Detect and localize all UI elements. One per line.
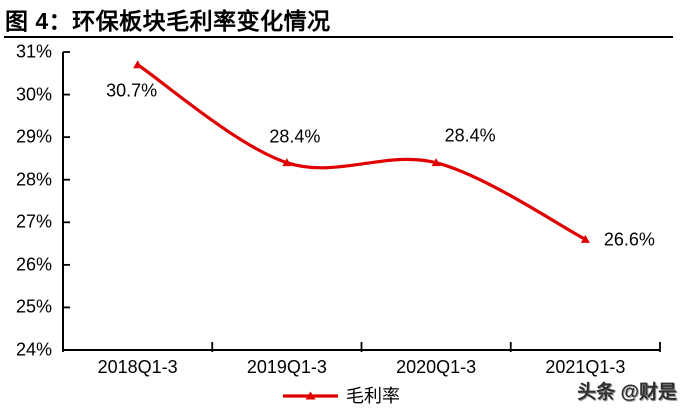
data-label: 26.6%: [603, 229, 655, 250]
watermark: 头条 @财是: [577, 382, 677, 403]
series-line: [136, 63, 587, 241]
series-markers: [133, 60, 590, 243]
legend-line-marker-icon: [283, 391, 338, 399]
y-tick-label: 30%: [15, 84, 52, 105]
y-tick-label: 25%: [15, 296, 52, 317]
x-tick-label: 2020Q1-3: [396, 357, 477, 377]
data-label: 28.4%: [444, 125, 496, 146]
data-label: 30.7%: [106, 80, 158, 101]
axis-ticks: [62, 51, 661, 352]
y-tick-label: 27%: [15, 211, 52, 232]
chart-legend: 毛利率: [282, 382, 400, 408]
x-tick-label: 2021Q1-3: [545, 357, 626, 377]
figure-title: 图 4：环保板块毛利率变化情况: [5, 8, 331, 34]
y-tick-label: 29%: [15, 126, 52, 147]
legend-label: 毛利率: [346, 386, 400, 406]
data-label: 28.4%: [269, 126, 321, 147]
y-tick-label: 24%: [15, 339, 52, 360]
x-tick-label: 2018Q1-3: [97, 357, 178, 377]
x-tick-label: 2019Q1-3: [246, 357, 327, 377]
title-divider: [4, 36, 673, 38]
y-tick-label: 28%: [15, 169, 52, 190]
y-tick-label: 26%: [15, 254, 52, 275]
y-tick-label: 31%: [15, 41, 52, 62]
